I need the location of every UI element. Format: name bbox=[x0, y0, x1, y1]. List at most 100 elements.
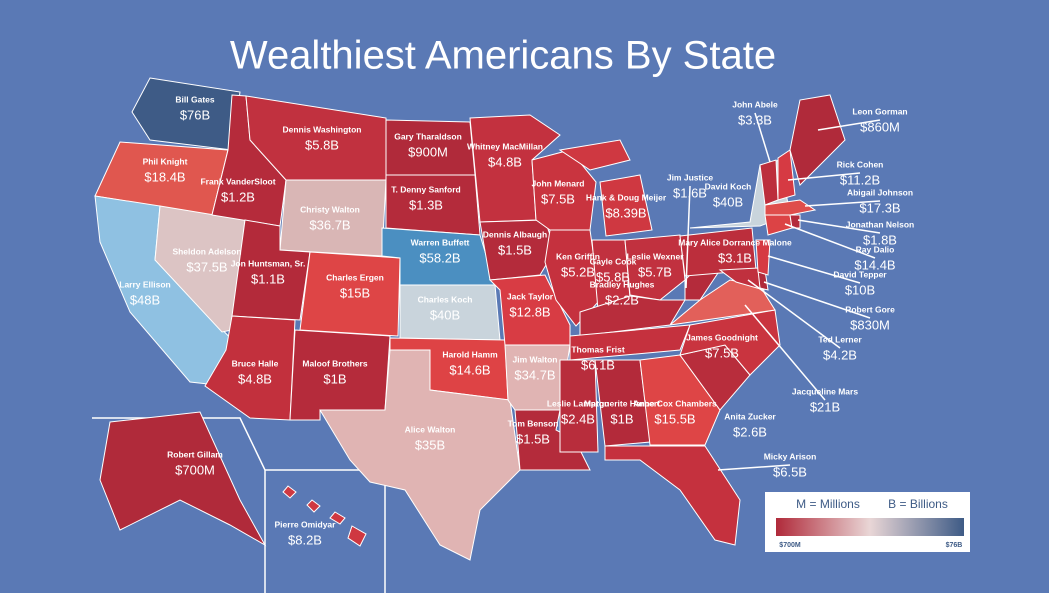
person-name: Phil Knight bbox=[143, 156, 188, 166]
leader-line bbox=[817, 119, 881, 131]
state bbox=[329, 511, 346, 525]
state bbox=[299, 251, 401, 337]
person-name: Micky Arison bbox=[764, 451, 817, 461]
net-worth: $36.7B bbox=[309, 217, 350, 232]
net-worth: $5.8B bbox=[305, 137, 339, 152]
net-worth: $5.7B bbox=[638, 264, 672, 279]
net-worth: $4.8B bbox=[488, 154, 522, 169]
person-name: Gayle Cook bbox=[590, 256, 637, 266]
net-worth: $5.2B bbox=[561, 264, 595, 279]
state bbox=[624, 234, 686, 301]
person-name: Bradley Hughes bbox=[590, 279, 655, 289]
state bbox=[764, 199, 817, 216]
person-name: Leon Gorman bbox=[852, 106, 907, 116]
person-name: Larry Ellison bbox=[119, 279, 171, 289]
net-worth: $18.4B bbox=[144, 169, 185, 184]
person-name: Frank VanderSloot bbox=[200, 176, 275, 186]
person-name: Dennis Washington bbox=[282, 124, 361, 134]
legend: M = Millions B = Billions $700M $76B bbox=[765, 492, 970, 552]
person-name: Jonathan Nelson bbox=[846, 219, 914, 229]
leader-line bbox=[797, 219, 881, 234]
person-name: Harold Hamm bbox=[442, 349, 498, 359]
person-name: T. Denny Sanford bbox=[391, 184, 460, 194]
net-worth: $40B bbox=[713, 194, 743, 209]
net-worth: $700M bbox=[175, 462, 215, 477]
person-name: Leslie Lampton bbox=[547, 398, 609, 408]
net-worth: $1.5B bbox=[516, 431, 550, 446]
net-worth: $35B bbox=[415, 437, 445, 452]
net-worth: $900M bbox=[408, 144, 448, 159]
state bbox=[789, 214, 801, 229]
person-name: Alice Walton bbox=[405, 424, 456, 434]
leader-line bbox=[784, 223, 876, 259]
state bbox=[282, 485, 297, 499]
leader-line bbox=[767, 255, 861, 284]
net-worth: $2.2B bbox=[605, 292, 639, 307]
net-worth: $1B bbox=[610, 411, 633, 426]
leader-line bbox=[685, 185, 691, 289]
net-worth: $37.5B bbox=[186, 259, 227, 274]
net-worth: $3.3B bbox=[738, 112, 772, 127]
person-name: Jon Huntsman, Sr. bbox=[231, 258, 306, 268]
net-worth: $830M bbox=[850, 317, 890, 332]
person-name: John Menard bbox=[532, 178, 585, 188]
person-name: Bruce Halle bbox=[232, 358, 279, 368]
net-worth: $12.8B bbox=[509, 304, 550, 319]
legend-max: $76B bbox=[946, 542, 963, 549]
person-name: David Tepper bbox=[833, 269, 887, 279]
state bbox=[599, 174, 653, 237]
net-worth: $1B bbox=[323, 371, 346, 386]
person-name: Whitney MacMillan bbox=[467, 141, 543, 151]
leader-line bbox=[754, 112, 771, 163]
net-worth: $15B bbox=[340, 285, 370, 300]
net-worth: $1.6B bbox=[673, 185, 707, 200]
net-worth: $1.3B bbox=[409, 197, 443, 212]
person-name: James Goodnight bbox=[686, 332, 758, 342]
person-name: Dennis Albaugh bbox=[483, 229, 547, 239]
legend-billions: B = Billions bbox=[888, 497, 948, 511]
net-worth: $14.4B bbox=[854, 257, 895, 272]
net-worth: $8.39B bbox=[605, 205, 646, 220]
legend-min: $700M bbox=[779, 542, 801, 549]
net-worth: $7.5B bbox=[541, 191, 575, 206]
person-name: Jack Taylor bbox=[507, 291, 554, 301]
net-worth: $10B bbox=[845, 282, 875, 297]
state bbox=[306, 499, 321, 513]
net-worth: $1.2B bbox=[221, 189, 255, 204]
person-name: Abigail Johnson bbox=[847, 187, 913, 197]
state bbox=[99, 411, 267, 547]
person-name: Anne Cox Chambers bbox=[633, 398, 717, 408]
title: Wealthiest Americans By State bbox=[230, 34, 776, 78]
person-name: Ray Dalio bbox=[856, 244, 895, 254]
state bbox=[777, 149, 796, 201]
person-name: John Abele bbox=[732, 99, 778, 109]
net-worth: $76B bbox=[180, 107, 210, 122]
net-worth: $34.7B bbox=[514, 367, 555, 382]
person-name: Marguerite Harbert bbox=[584, 398, 660, 408]
state bbox=[569, 324, 691, 361]
person-name: Christy Walton bbox=[300, 204, 360, 214]
person-name: Charles Ergen bbox=[326, 272, 384, 282]
net-worth: $14.6B bbox=[449, 362, 490, 377]
state bbox=[319, 349, 521, 561]
net-worth: $1.1B bbox=[251, 271, 285, 286]
person-name: Charles Koch bbox=[418, 294, 473, 304]
net-worth: $11.2B bbox=[840, 172, 880, 187]
state bbox=[604, 445, 741, 546]
person-name: Jim Justice bbox=[667, 172, 714, 182]
net-worth: $40B bbox=[430, 307, 460, 322]
state bbox=[558, 139, 631, 171]
state bbox=[544, 229, 601, 327]
net-worth: $3.1B bbox=[718, 250, 752, 265]
person-name: David Koch bbox=[705, 181, 752, 191]
state bbox=[755, 239, 771, 276]
leader-line bbox=[717, 464, 791, 471]
state bbox=[204, 315, 296, 421]
net-worth: $4.8B bbox=[238, 371, 272, 386]
person-name: Mary Alice Dorrance Malone bbox=[678, 237, 792, 247]
person-name: Gary Tharaldson bbox=[394, 131, 462, 141]
net-worth: $4.2B bbox=[823, 347, 857, 362]
net-worth: $1.8B bbox=[863, 232, 897, 247]
person-name: Maloof Brothers bbox=[302, 358, 367, 368]
person-name: Hank & Doug Meijer bbox=[586, 192, 667, 202]
